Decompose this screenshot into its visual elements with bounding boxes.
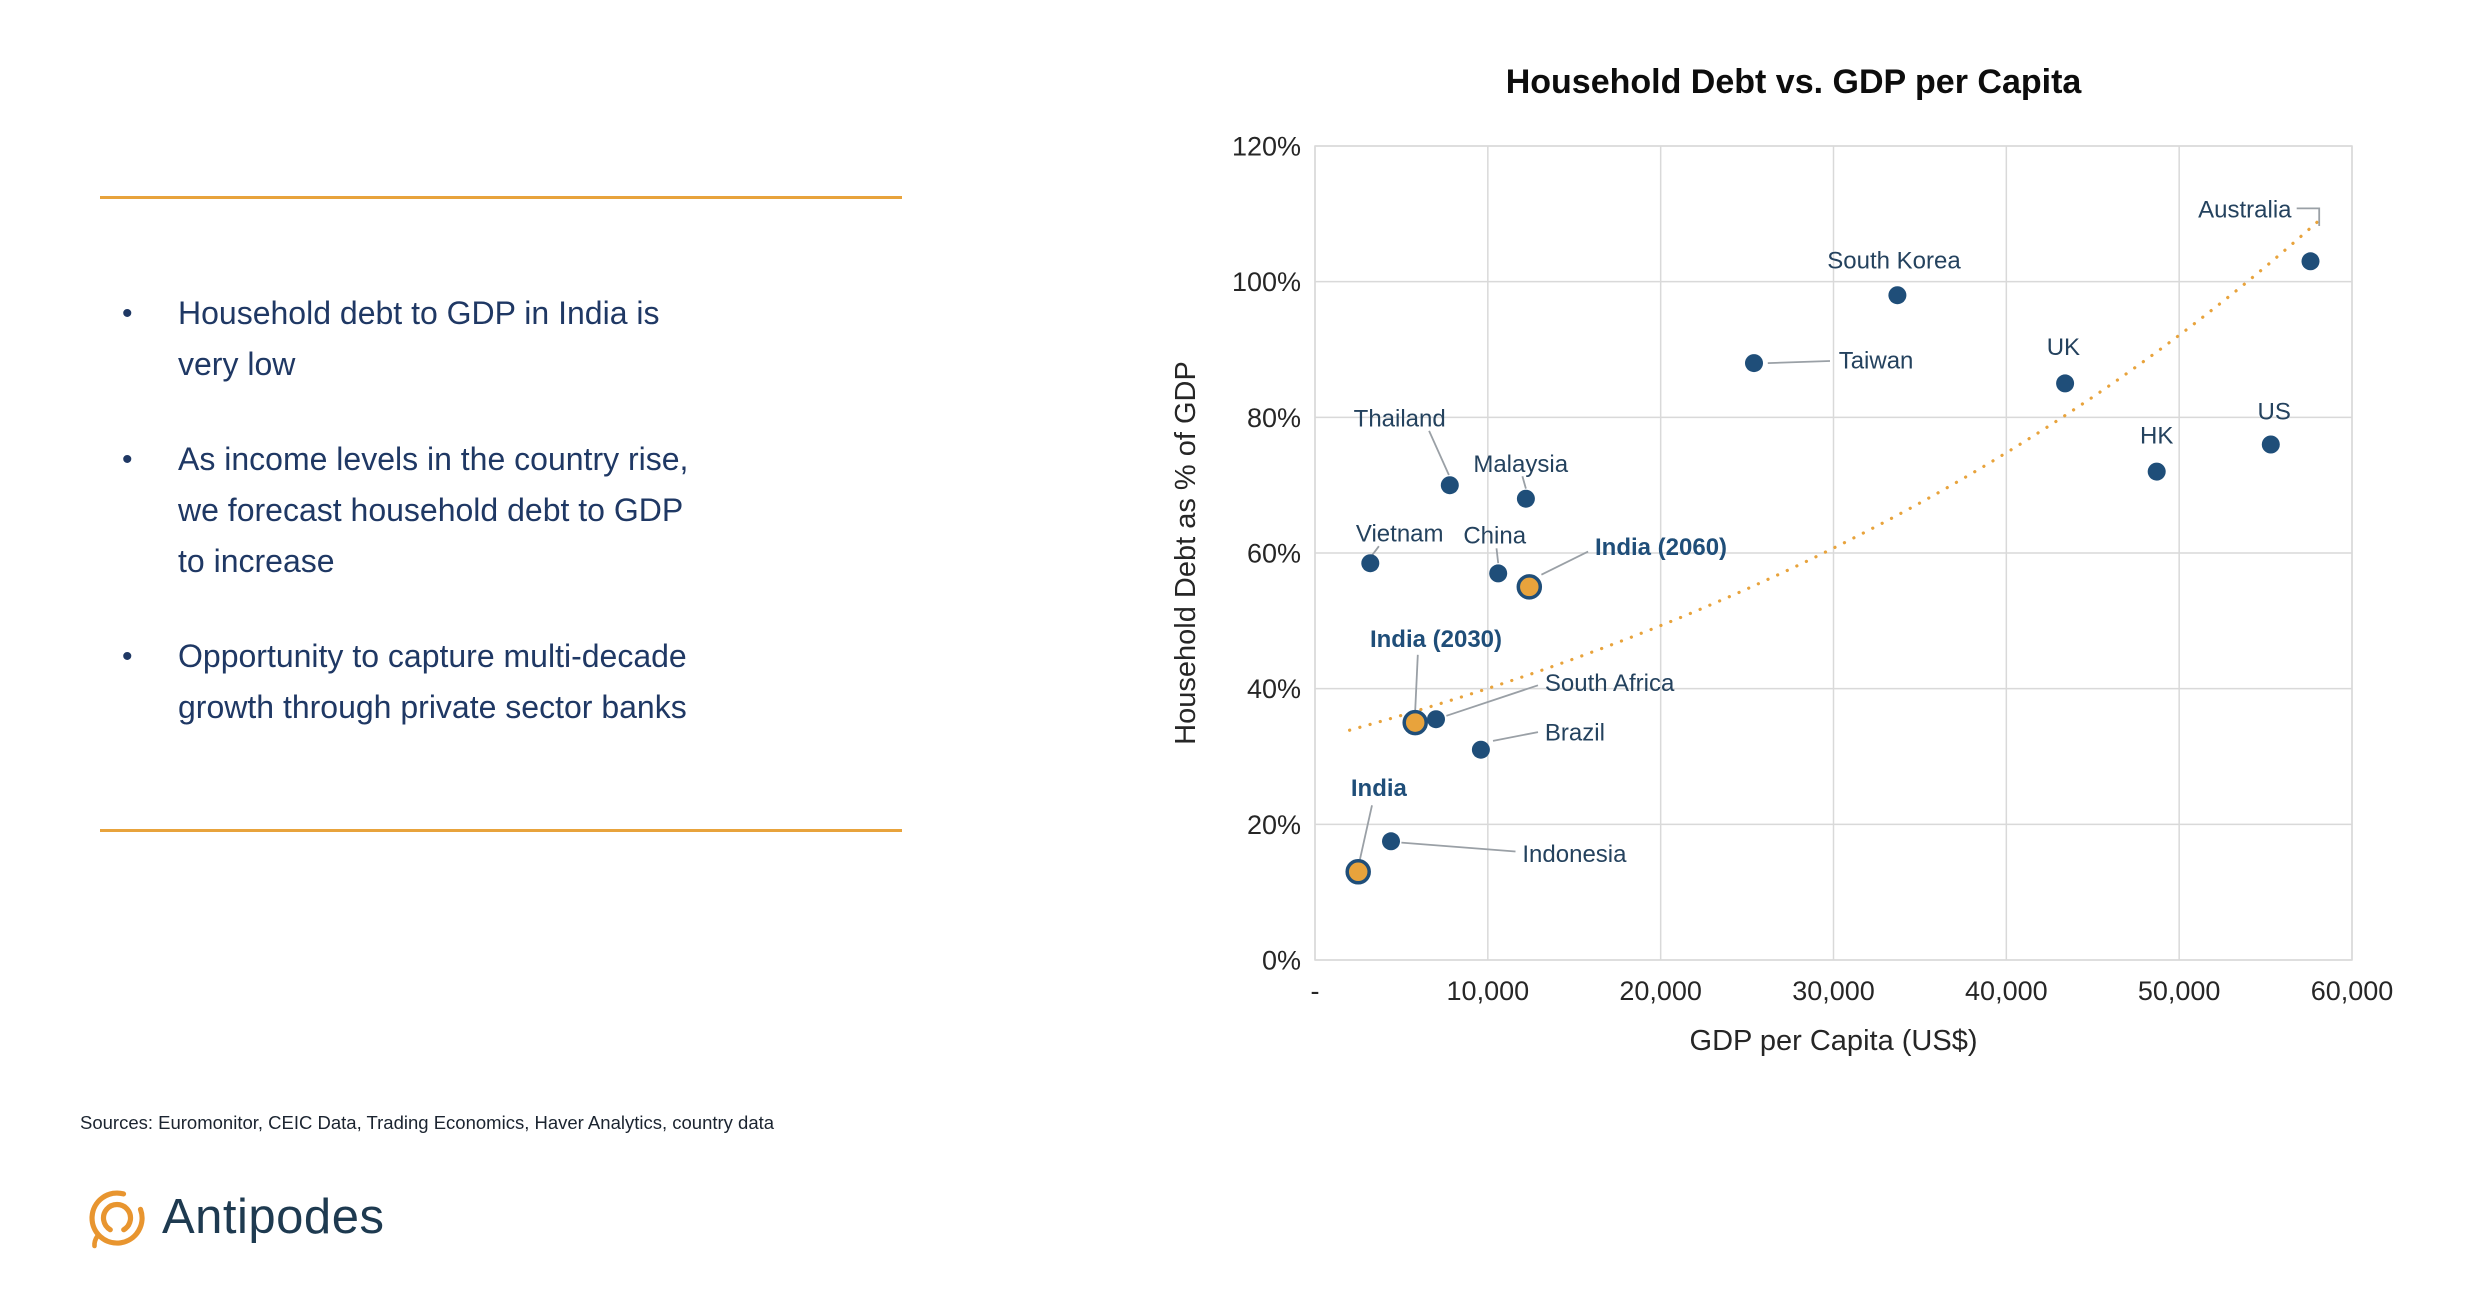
point-brazil <box>1471 740 1490 759</box>
label-south-africa: South Africa <box>1545 670 1675 697</box>
point-uk <box>2056 374 2075 393</box>
bullet-item: • Household debt to GDP in India is very l… <box>122 288 862 390</box>
y-tick-label: 100% <box>1232 267 1301 297</box>
bullet-item: • Opportunity to capture multi-decade grow… <box>122 631 862 733</box>
divider-top <box>100 196 902 199</box>
x-tick-label: 60,000 <box>2311 976 2394 1006</box>
x-tick-label: 10,000 <box>1447 976 1530 1006</box>
bullet-marker: • <box>122 443 133 476</box>
bullet-item: • As income levels in the country rise, we… <box>122 434 862 587</box>
label-uk: UK <box>2047 334 2080 361</box>
point-india <box>1345 859 1371 885</box>
bullet-marker: • <box>122 297 133 330</box>
label-china: China <box>1463 523 1526 550</box>
y-tick-label: 0% <box>1262 946 1301 976</box>
logo: Antipodes <box>84 1184 384 1250</box>
y-tick-label: 40% <box>1247 674 1301 704</box>
y-tick-label: 80% <box>1247 403 1301 433</box>
x-tick-label: 50,000 <box>2138 976 2221 1006</box>
label-thailand: Thailand <box>1354 405 1446 432</box>
trend-line <box>1348 220 2319 732</box>
logo-text: Antipodes <box>162 1190 385 1244</box>
leader-indonesia <box>1401 841 1516 853</box>
antipodes-logo-icon <box>89 1190 145 1249</box>
label-south-korea: South Korea <box>1827 247 1961 274</box>
label-indonesia: Indonesia <box>1522 841 1627 868</box>
label-taiwan: Taiwan <box>1839 348 1914 375</box>
sources-note: Sources: Euromonitor, CEIC Data, Trading… <box>80 1112 775 1133</box>
bullet-list: • Household debt to GDP in India is very l… <box>122 288 862 733</box>
leader-india <box>1359 805 1373 860</box>
point-south-africa <box>1427 710 1445 729</box>
point-us <box>2261 435 2280 454</box>
point-south-korea <box>1888 286 1907 305</box>
point-indonesia <box>1382 832 1400 851</box>
leader-brazil <box>1492 731 1539 742</box>
label-brazil: Brazil <box>1545 719 1605 746</box>
bullet-text: As income levels in the country rise, we … <box>178 441 689 579</box>
label-us: US <box>2258 399 2291 426</box>
point-hk <box>2147 462 2166 481</box>
label-india-2060: India (2060) <box>1595 534 1727 561</box>
label-vietnam: Vietnam <box>1356 521 1444 548</box>
x-axis-title: GDP per Capita (US$) <box>1690 1025 1978 1057</box>
y-tick-label: 60% <box>1247 539 1301 569</box>
y-tick-label: 20% <box>1247 810 1301 840</box>
point-malaysia <box>1516 489 1535 508</box>
label-hk: HK <box>2140 422 2173 449</box>
leader-china <box>1495 548 1500 564</box>
point-taiwan <box>1745 354 1763 373</box>
leader-australia <box>2296 207 2321 226</box>
scatter-chart: India Indonesia India (2030) South Africa Br… <box>1170 63 2394 1057</box>
y-tick-label: 120% <box>1232 132 1301 162</box>
leader-india-2060 <box>1541 550 1589 576</box>
x-tick-label: - <box>1311 976 1320 1006</box>
point-vietnam <box>1361 554 1380 573</box>
leader-thailand <box>1428 430 1450 476</box>
bullet-marker: • <box>122 640 133 673</box>
label-india-2030: India (2030) <box>1370 626 1502 653</box>
leader-india-2030 <box>1414 654 1419 711</box>
point-china <box>1489 564 1508 583</box>
label-australia: Australia <box>2198 196 2292 223</box>
point-india-2060 <box>1516 574 1543 600</box>
chart-title: Household Debt vs. GDP per Capita <box>1506 63 2083 101</box>
x-tick-label: 20,000 <box>1619 976 1702 1006</box>
leader-south-africa <box>1446 684 1539 717</box>
divider-bottom <box>100 829 902 832</box>
x-tick-label: 30,000 <box>1792 976 1875 1006</box>
point-australia <box>2301 252 2320 271</box>
leader-taiwan <box>1767 360 1831 364</box>
leader-malaysia <box>1521 476 1527 489</box>
bullet-text: Opportunity to capture multi-decade growt… <box>178 638 687 725</box>
y-axis-title: Household Debt as % of GDP <box>1170 361 1202 745</box>
point-thailand <box>1440 476 1459 495</box>
plot-border <box>1314 145 2353 961</box>
point-india-2030 <box>1402 709 1428 736</box>
label-malaysia: Malaysia <box>1473 451 1568 478</box>
x-tick-label: 40,000 <box>1965 976 2048 1006</box>
label-india: India <box>1351 775 1408 802</box>
bullet-text: Household debt to GDP in India is very lo… <box>178 295 660 382</box>
